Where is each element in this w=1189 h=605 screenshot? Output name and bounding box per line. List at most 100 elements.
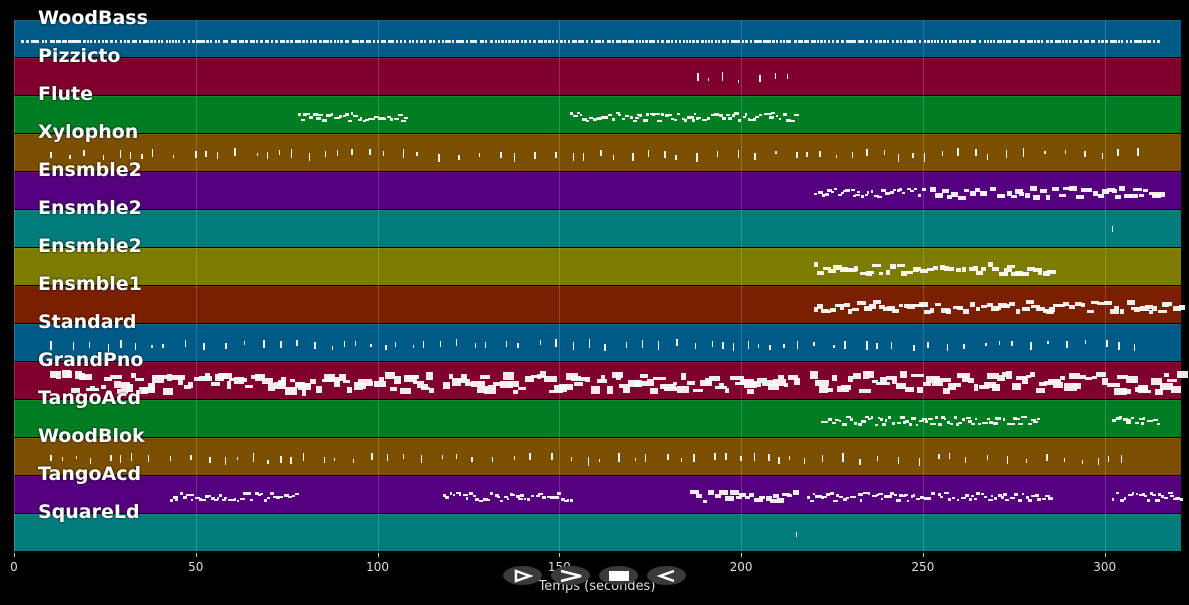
note xyxy=(759,39,762,43)
note xyxy=(285,387,297,395)
note xyxy=(1092,39,1096,43)
note xyxy=(402,148,405,158)
track-label: TangoAcd xyxy=(38,387,142,409)
note xyxy=(702,499,708,503)
note xyxy=(692,454,695,462)
note xyxy=(1012,383,1022,390)
note xyxy=(886,306,895,311)
note xyxy=(361,39,365,43)
note xyxy=(707,39,710,43)
note xyxy=(738,492,746,498)
note xyxy=(917,387,923,394)
note xyxy=(461,39,465,43)
note xyxy=(890,264,896,269)
note xyxy=(432,39,436,43)
note xyxy=(896,421,901,425)
fast-forward-button[interactable] xyxy=(551,566,590,585)
note xyxy=(389,387,398,391)
note xyxy=(56,371,62,379)
note xyxy=(657,119,662,122)
note xyxy=(352,459,355,463)
note xyxy=(762,39,766,43)
note xyxy=(600,375,606,382)
note xyxy=(142,387,155,394)
play-button[interactable] xyxy=(503,566,542,585)
note xyxy=(1045,195,1051,200)
note xyxy=(759,496,766,500)
note xyxy=(1036,387,1045,393)
note xyxy=(991,384,1000,392)
note xyxy=(377,39,380,43)
note xyxy=(442,494,447,498)
note xyxy=(1026,299,1035,305)
note xyxy=(828,418,832,421)
x-tick-mark xyxy=(559,553,561,557)
note xyxy=(841,385,851,390)
note xyxy=(900,415,906,419)
note xyxy=(499,499,503,502)
note xyxy=(1021,306,1030,312)
note xyxy=(86,39,90,43)
note xyxy=(754,152,757,161)
note xyxy=(344,39,348,43)
note xyxy=(688,39,691,43)
note xyxy=(962,267,967,272)
note xyxy=(872,263,881,267)
note xyxy=(255,374,265,381)
note xyxy=(544,39,547,43)
note xyxy=(922,382,931,387)
note xyxy=(819,385,829,393)
note xyxy=(456,491,461,495)
note xyxy=(1031,419,1036,422)
note xyxy=(1172,306,1181,311)
note xyxy=(819,151,821,158)
note xyxy=(570,112,574,115)
note xyxy=(226,381,232,389)
note xyxy=(997,39,1000,43)
note xyxy=(222,374,229,380)
note xyxy=(540,39,544,43)
note xyxy=(915,497,921,501)
note xyxy=(879,376,888,385)
rewind-button[interactable] xyxy=(647,566,686,585)
note xyxy=(1010,422,1015,425)
note xyxy=(880,417,883,421)
note xyxy=(422,340,425,348)
stop-button[interactable] xyxy=(599,566,638,585)
note xyxy=(838,419,841,423)
note xyxy=(839,306,845,311)
note xyxy=(513,455,516,461)
note xyxy=(978,422,981,425)
note xyxy=(296,340,298,346)
track-lane xyxy=(14,248,1181,285)
note xyxy=(1063,301,1070,306)
note xyxy=(671,117,674,121)
note xyxy=(938,423,943,426)
note xyxy=(224,456,227,465)
note xyxy=(794,377,800,385)
note xyxy=(755,115,760,119)
note xyxy=(923,152,926,162)
note xyxy=(573,382,583,386)
note xyxy=(818,191,823,194)
note xyxy=(473,495,477,498)
note xyxy=(864,193,869,197)
note xyxy=(724,39,727,43)
note xyxy=(1033,268,1042,272)
track-lane xyxy=(14,20,1181,57)
note xyxy=(824,421,829,424)
note xyxy=(252,453,254,462)
note xyxy=(788,456,791,461)
note xyxy=(964,494,969,497)
note xyxy=(1015,189,1024,194)
note xyxy=(484,39,487,43)
note xyxy=(598,458,600,463)
note xyxy=(557,491,562,495)
note xyxy=(968,267,977,271)
note xyxy=(636,113,641,117)
note xyxy=(408,39,412,43)
note xyxy=(475,39,478,43)
note xyxy=(347,119,352,123)
note xyxy=(989,186,996,191)
note xyxy=(824,193,829,196)
